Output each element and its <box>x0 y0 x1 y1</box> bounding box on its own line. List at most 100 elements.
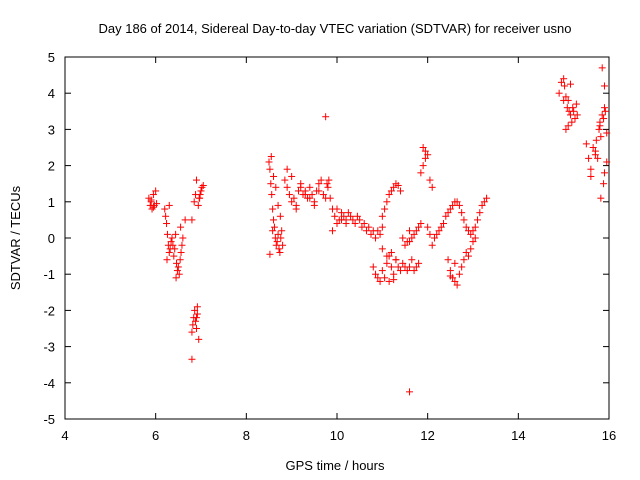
data-point <box>338 209 346 217</box>
data-point <box>279 241 287 249</box>
data-point <box>585 154 593 162</box>
data-point <box>192 191 200 199</box>
data-point <box>322 113 330 121</box>
data-point <box>365 223 373 231</box>
data-point <box>600 169 608 177</box>
data-point <box>175 270 183 278</box>
data-point <box>378 245 386 253</box>
data-point <box>406 227 414 235</box>
data-point <box>568 118 576 126</box>
data-point <box>360 220 368 228</box>
data-point <box>458 263 466 271</box>
data-point <box>177 248 185 256</box>
x-tick-label: 12 <box>420 428 434 443</box>
data-point <box>594 154 602 162</box>
y-tick-label: 5 <box>48 50 55 65</box>
data-point <box>315 187 323 195</box>
data-point <box>172 274 180 282</box>
data-point <box>315 180 323 188</box>
data-point <box>281 176 289 184</box>
data-point <box>401 241 409 249</box>
data-point <box>338 216 346 224</box>
data-point <box>278 227 286 235</box>
data-point <box>376 230 384 238</box>
chart-title: Day 186 of 2014, Sidereal Day-to-day VTE… <box>98 21 571 36</box>
data-point <box>476 209 484 217</box>
data-point <box>444 256 452 264</box>
data-point <box>417 169 425 177</box>
data-point <box>192 317 200 325</box>
data-point <box>555 89 563 97</box>
data-point <box>566 80 574 88</box>
data-point <box>595 125 603 133</box>
data-point <box>385 277 393 285</box>
x-tick-label: 16 <box>602 428 616 443</box>
data-point <box>165 201 173 209</box>
data-point <box>410 230 418 238</box>
data-point <box>383 259 391 267</box>
data-point <box>387 187 395 195</box>
x-axis-label: GPS time / hours <box>286 458 385 473</box>
data-point <box>272 241 280 249</box>
data-point <box>276 248 284 256</box>
data-point <box>308 191 316 199</box>
data-point <box>419 144 427 151</box>
data-point <box>600 180 608 188</box>
data-point <box>176 256 184 264</box>
data-point <box>174 263 182 271</box>
data-point <box>179 234 187 242</box>
data-point <box>592 136 600 144</box>
data-point <box>406 388 414 396</box>
data-point <box>412 227 420 235</box>
data-point <box>172 230 180 238</box>
data-point <box>596 118 604 126</box>
data-point <box>265 158 273 166</box>
data-point <box>601 107 609 115</box>
data-point <box>381 274 389 282</box>
data-point <box>426 230 434 238</box>
data-point <box>333 205 341 213</box>
data-point <box>181 216 189 224</box>
data-point <box>598 64 606 72</box>
data-point <box>421 154 429 162</box>
x-tick-label: 14 <box>511 428 525 443</box>
data-point <box>600 115 608 123</box>
data-point <box>561 82 569 90</box>
data-point <box>440 220 448 228</box>
data-point <box>428 183 436 191</box>
data-point <box>149 191 157 199</box>
data-point <box>192 314 200 322</box>
data-point <box>421 147 429 155</box>
data-point <box>383 198 391 206</box>
data-point <box>469 227 477 235</box>
data-point <box>424 151 432 159</box>
data-point <box>323 180 331 188</box>
data-point <box>462 223 470 231</box>
data-point <box>270 172 278 180</box>
data-point <box>406 263 414 271</box>
data-point <box>437 223 445 231</box>
data-points <box>145 64 611 396</box>
data-point <box>483 194 491 202</box>
data-point <box>192 325 200 332</box>
data-point <box>566 111 574 119</box>
data-point <box>193 303 201 311</box>
data-point <box>464 252 472 260</box>
data-point <box>600 82 608 90</box>
data-point <box>560 96 568 104</box>
data-point <box>328 227 336 235</box>
data-point <box>267 153 275 161</box>
data-point <box>458 209 466 217</box>
y-tick-label: 3 <box>48 122 55 137</box>
data-point <box>587 172 595 180</box>
data-point <box>387 248 395 256</box>
data-point <box>570 107 578 115</box>
data-point <box>396 187 404 195</box>
data-point <box>399 259 407 267</box>
y-tick-label: -1 <box>43 267 55 282</box>
data-point <box>451 259 459 267</box>
data-point <box>353 212 361 220</box>
data-point <box>560 75 568 83</box>
data-point <box>428 241 436 249</box>
